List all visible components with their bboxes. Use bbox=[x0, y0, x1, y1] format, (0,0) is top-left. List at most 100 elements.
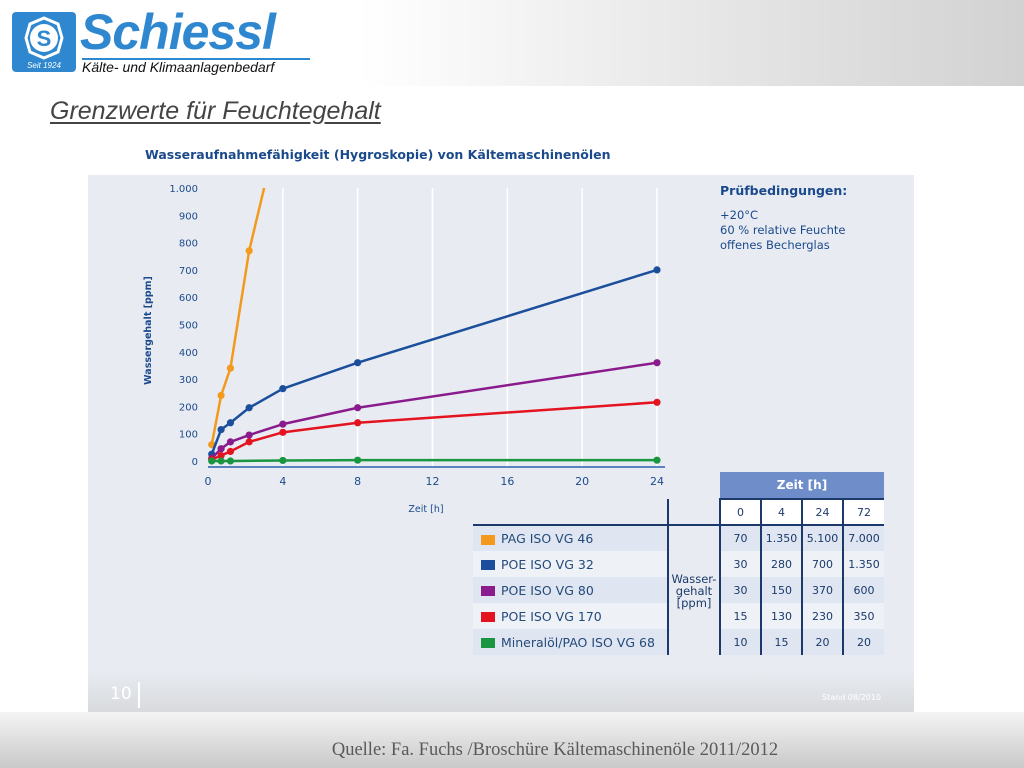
table-time-col: 4 bbox=[761, 498, 803, 526]
y-tick-label: 600 bbox=[179, 293, 198, 304]
table-row-name: POE ISO VG 170 bbox=[473, 603, 668, 629]
table-cell: 370 bbox=[802, 577, 844, 603]
table-row-label: POE ISO VG 170 bbox=[501, 608, 602, 624]
data-point bbox=[226, 447, 235, 456]
data-point bbox=[354, 404, 362, 412]
y-tick-label: 500 bbox=[179, 321, 198, 332]
footer-band bbox=[0, 712, 1024, 768]
data-point bbox=[279, 456, 287, 465]
series-line bbox=[210, 187, 266, 445]
table-cell: 280 bbox=[761, 551, 803, 577]
slide-title: Grenzwerte für Feuchtegehalt bbox=[50, 97, 381, 125]
table-cell: 30 bbox=[720, 551, 762, 577]
table-row: PAG ISO VG 46 Wasser- gehalt [ppm] 70 1.… bbox=[473, 524, 884, 655]
table-cell: 1.350 bbox=[761, 524, 803, 551]
table-header-spacer bbox=[473, 472, 720, 499]
chart-panel-fade bbox=[88, 670, 914, 712]
data-point bbox=[217, 451, 225, 460]
table-row-label: PAG ISO VG 46 bbox=[501, 531, 594, 546]
table-cell: 10 bbox=[720, 629, 762, 655]
y-tick-label: 800 bbox=[179, 239, 198, 250]
series-poe-iso-vg-80 bbox=[208, 359, 661, 462]
series-mineral-l-pao-iso-vg-68 bbox=[208, 456, 661, 465]
y-tick-label: 900 bbox=[179, 211, 198, 222]
data-point bbox=[226, 364, 235, 372]
data-point bbox=[217, 445, 225, 453]
test-conditions: Prüfbedingungen: +20°C 60 % relative Feu… bbox=[720, 183, 910, 253]
data-point bbox=[245, 247, 253, 255]
test-condition-container: offenes Becherglas bbox=[720, 238, 830, 252]
table-cell: 30 bbox=[720, 577, 762, 603]
table-cell: 700 bbox=[802, 551, 844, 577]
chart-title: Wasseraufnahmefähigkeit (Hygroskopie) vo… bbox=[145, 147, 611, 162]
data-point bbox=[226, 419, 235, 427]
x-tick-label: 20 bbox=[575, 475, 589, 488]
table-cell: 15 bbox=[761, 629, 803, 655]
table-cell: 150 bbox=[761, 577, 803, 603]
table-cell: 5.100 bbox=[802, 524, 844, 551]
data-point bbox=[245, 431, 253, 439]
data-point bbox=[245, 404, 253, 412]
unit-line: gehalt bbox=[675, 583, 713, 598]
unit-line: Wasser- bbox=[671, 571, 717, 586]
company-logo: S Seit 1924 bbox=[12, 12, 76, 72]
logo-emblem-icon: S bbox=[24, 16, 64, 60]
test-conditions-title: Prüfbedingungen: bbox=[720, 183, 848, 198]
y-tick-label: 200 bbox=[179, 402, 198, 413]
test-condition-temperature: +20°C bbox=[720, 208, 759, 222]
table-cell: 230 bbox=[802, 603, 844, 629]
data-point bbox=[653, 456, 661, 464]
header-band bbox=[0, 0, 1024, 86]
x-tick-label: 4 bbox=[279, 475, 286, 488]
brand-tagline: Kälte- und Klimaanlagenbedarf bbox=[82, 59, 275, 75]
series-pag-iso-vg-46 bbox=[208, 187, 266, 449]
series-line bbox=[210, 361, 658, 460]
series-poe-iso-vg-32 bbox=[208, 266, 661, 458]
table-header-time: Zeit [h] bbox=[720, 472, 884, 499]
data-point bbox=[653, 398, 661, 406]
data-point bbox=[279, 385, 287, 393]
legend-swatch bbox=[481, 586, 495, 596]
data-point bbox=[354, 419, 362, 427]
table-cell: 20 bbox=[843, 629, 884, 655]
legend-swatch bbox=[481, 534, 495, 545]
y-tick-label: 0 bbox=[192, 457, 198, 468]
legend-swatch bbox=[481, 560, 495, 570]
series-poe-iso-vg-170 bbox=[208, 398, 661, 464]
table-time-spacer bbox=[473, 499, 668, 526]
legend-swatch bbox=[481, 612, 495, 622]
table-unit-spacer bbox=[667, 499, 721, 526]
data-point bbox=[226, 457, 235, 465]
table-cell: 600 bbox=[843, 577, 884, 603]
chart-gridlines bbox=[282, 188, 658, 467]
legend-swatch bbox=[481, 638, 495, 648]
data-point bbox=[279, 420, 287, 428]
logo-letter: S bbox=[37, 26, 52, 51]
data-point bbox=[217, 391, 225, 400]
y-tick-label: 400 bbox=[179, 348, 198, 359]
source-citation: Quelle: Fa. Fuchs /Broschüre Kältemaschi… bbox=[331, 740, 779, 760]
table-time-col: 24 bbox=[802, 498, 844, 526]
brand-rule bbox=[82, 58, 310, 60]
table-cell: 1.350 bbox=[843, 551, 884, 577]
data-point bbox=[354, 456, 362, 464]
data-point bbox=[279, 428, 287, 436]
moisture-data-table: Zeit [h] 0 4 24 72 PAG ISO VG 46 Wasser-… bbox=[473, 472, 884, 655]
x-tick-label: 8 bbox=[354, 475, 361, 488]
x-axis-label: Zeit [h] bbox=[408, 504, 443, 515]
table-row: Mineralöl/PAO ISO VG 68 10 15 20 20 bbox=[473, 629, 884, 655]
table-row-label: POE ISO VG 32 bbox=[501, 556, 594, 572]
data-point bbox=[217, 457, 225, 465]
table-row: POE ISO VG 170 15 130 230 350 bbox=[473, 603, 884, 629]
x-tick-label: 24 bbox=[650, 475, 664, 488]
table-cell: 70 bbox=[720, 524, 762, 551]
table-row-name: POE ISO VG 80 bbox=[473, 577, 668, 603]
table-row-name: Mineralöl/PAO ISO VG 68 bbox=[473, 629, 668, 655]
logo-since: Seit 1924 bbox=[27, 61, 61, 70]
test-condition-humidity: 60 % relative Feuchte bbox=[720, 223, 846, 237]
slide-number: 10 bbox=[110, 684, 132, 704]
chart-series bbox=[208, 187, 661, 465]
brand-name: Schiessl bbox=[80, 4, 276, 60]
table-cell: 7.000 bbox=[843, 524, 884, 551]
